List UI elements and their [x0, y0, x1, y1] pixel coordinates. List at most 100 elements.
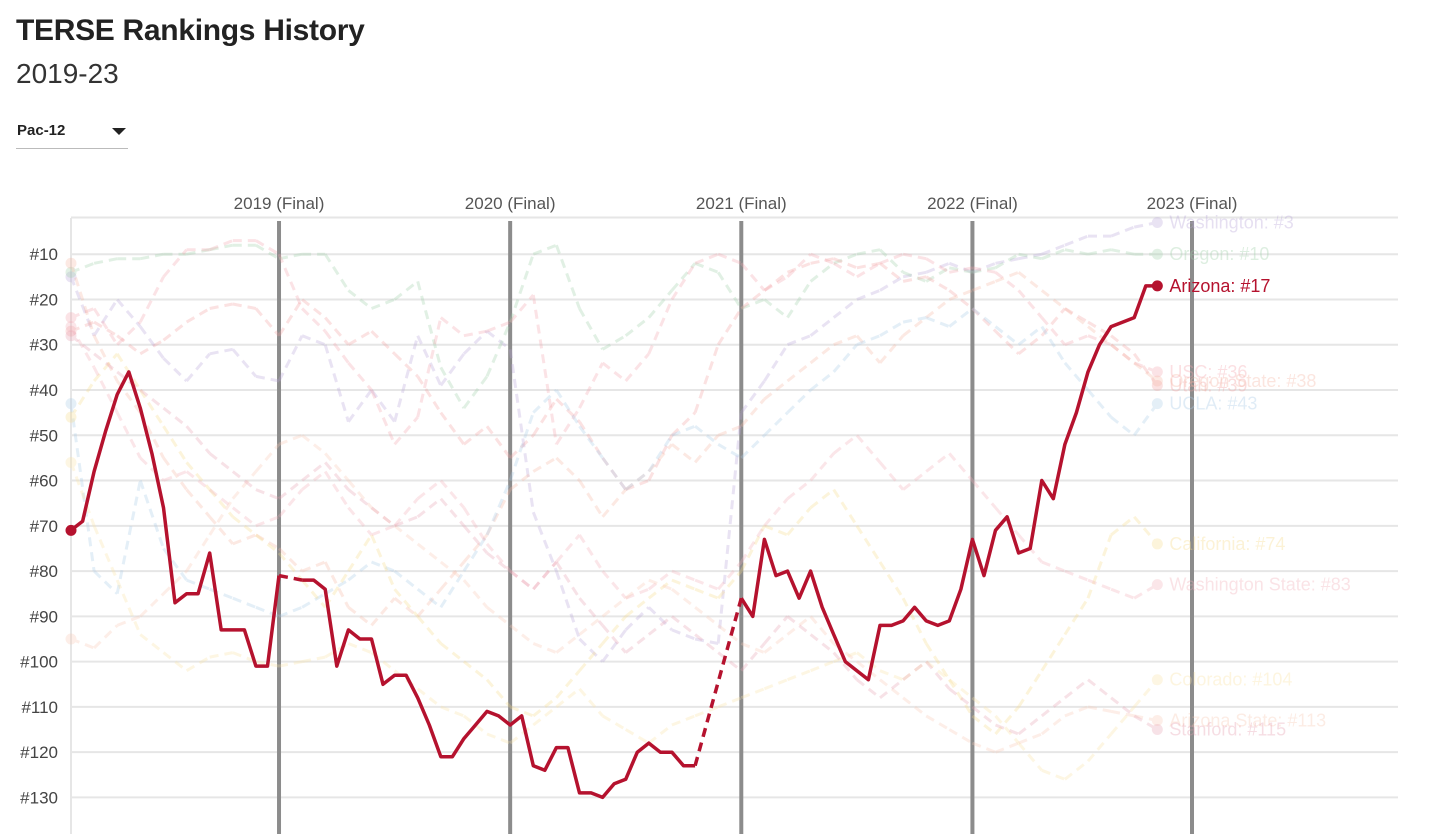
- y-axis: #10 #20 #30 #40 #50 #60 #70 #80 #90 #100 #110 #120 #…: [20, 245, 58, 807]
- series-washington[interactable]: [65, 217, 1163, 663]
- series-gap-line: [555, 561, 581, 600]
- series-oregon-state[interactable]: [65, 257, 1163, 627]
- series-gap-line: [671, 569, 696, 582]
- series-gap-line: [139, 389, 165, 428]
- series-gap-line: [116, 615, 141, 627]
- series-gap-line: [1087, 334, 1112, 347]
- series-washington-state[interactable]: [65, 321, 1163, 600]
- series-california[interactable]: [65, 352, 1163, 736]
- series-ucla[interactable]: [65, 307, 1163, 618]
- series-gap-line: [971, 479, 997, 509]
- series-gap-line: [416, 497, 442, 518]
- series-end-point: [1151, 714, 1163, 726]
- series-gap-line: [671, 424, 696, 437]
- series-gap-line: [1064, 248, 1089, 256]
- series-gap-line: [694, 252, 719, 265]
- series-gap-line: [855, 334, 882, 364]
- series-gap-line: [324, 316, 350, 346]
- series-gap-line: [925, 452, 951, 473]
- series-gap-line: [92, 335, 119, 382]
- series-gap-line: [879, 678, 905, 699]
- series-gap-line: [1086, 733, 1113, 763]
- series-gap-line: [255, 488, 280, 501]
- series-gap-line: [393, 335, 420, 423]
- series-gap-line: [70, 261, 95, 274]
- series-gap-line: [1063, 361, 1090, 391]
- series-gap-line: [994, 723, 1020, 736]
- series-gap-line: [278, 660, 303, 668]
- series-gap-line: [1040, 316, 1067, 346]
- series-usc[interactable]: [65, 239, 1163, 446]
- series-gap-line: [139, 592, 165, 618]
- series-gap-line: [694, 261, 719, 274]
- series-colorado[interactable]: [65, 456, 1163, 781]
- y-tick-label: #80: [30, 562, 58, 581]
- conference-select[interactable]: Pac-12: [16, 116, 128, 149]
- series-gap-line: [301, 655, 326, 664]
- series-gap-line: [301, 461, 327, 482]
- series-gap-line: [647, 569, 673, 591]
- series-gap-line: [1064, 234, 1089, 247]
- series-gap-line: [1040, 714, 1066, 736]
- series-gap-line: [416, 687, 442, 709]
- series-gap-line: [462, 425, 488, 446]
- series-gap-line: [140, 252, 164, 261]
- series-gap-line: [162, 425, 188, 464]
- series-gap-line: [670, 262, 697, 292]
- series-utah[interactable]: [65, 257, 1163, 491]
- series-gap-line: [647, 434, 674, 473]
- series-gap-line: [254, 307, 281, 337]
- series-gap-line: [209, 587, 234, 600]
- series-gap-line: [1110, 225, 1135, 238]
- series-gap-line: [902, 316, 928, 337]
- series-gap-line: [115, 480, 142, 594]
- series-gap-line: [323, 470, 350, 509]
- series-arizona-state[interactable]: [65, 433, 1163, 754]
- series-gap-line: [1017, 325, 1043, 346]
- series-gap-line: [601, 615, 627, 645]
- series-gap-line: [231, 348, 258, 378]
- series-gap-line: [463, 329, 488, 338]
- season-marker-label: 2020 (Final): [465, 194, 556, 213]
- series-oregon[interactable]: [65, 243, 1163, 409]
- series-gap-line: [925, 298, 951, 319]
- series-gap-line: [255, 533, 280, 550]
- series-start-point: [65, 271, 77, 283]
- series-gap-line: [879, 275, 904, 292]
- series-gap-line: [439, 642, 465, 663]
- series-gap-line: [624, 578, 650, 600]
- series-arizona[interactable]: [65, 280, 1163, 800]
- series-gap-line: [972, 266, 996, 274]
- series-gap-line: [925, 257, 951, 274]
- series-gap-line: [740, 380, 766, 414]
- series-gap-line: [1110, 709, 1135, 718]
- series-gap-line: [70, 320, 95, 333]
- series-gap-line: [855, 660, 881, 681]
- series-stanford[interactable]: [65, 330, 1163, 736]
- series-gap-line: [693, 434, 720, 464]
- series-gap-line: [948, 678, 974, 699]
- series-gap-line: [948, 452, 974, 482]
- series-gap-line: [995, 257, 1019, 265]
- series-gap-line: [439, 316, 465, 337]
- series-gap-line: [555, 687, 581, 709]
- series-gap-line: [486, 551, 512, 573]
- series-gap-line: [347, 488, 373, 509]
- series-gap-line: [1086, 534, 1113, 599]
- series-gap-line: [485, 542, 512, 573]
- series-gap-line: [139, 456, 165, 482]
- series-gap-line: [949, 266, 973, 274]
- series-gap-line: [1017, 714, 1043, 736]
- series-gap-line: [578, 420, 604, 459]
- series-gap-line: [1018, 732, 1043, 745]
- series-gap-line: [301, 434, 327, 455]
- series-gap-line: [347, 642, 373, 654]
- series-gap-line: [394, 515, 419, 528]
- y-tick-label: #130: [20, 788, 58, 807]
- series-gap-line: [694, 705, 719, 718]
- series-gap-line: [1087, 705, 1112, 713]
- series-end-point: [1151, 379, 1163, 391]
- series-gap-line: [370, 524, 396, 537]
- series-gap-line: [671, 578, 696, 591]
- series-gap-line: [232, 533, 257, 546]
